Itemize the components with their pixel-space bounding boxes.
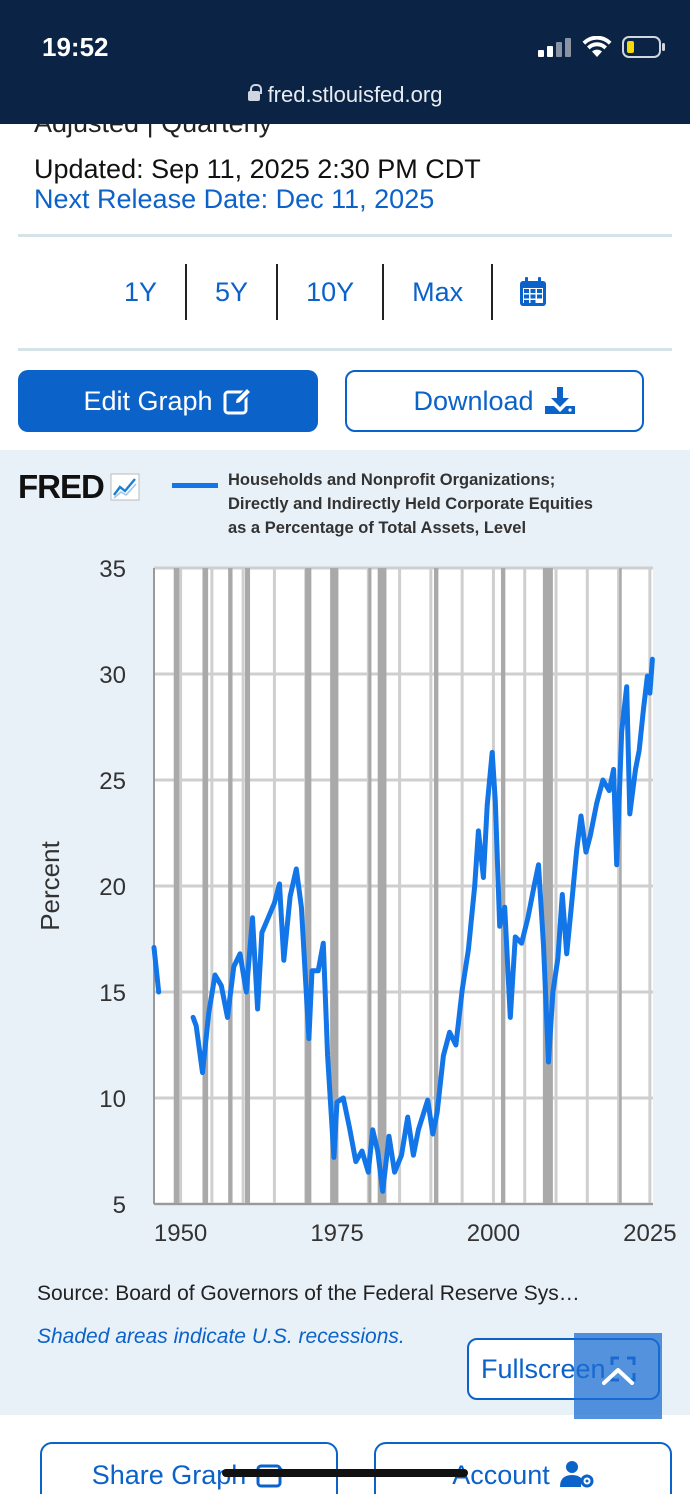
y-tick-label: 30 <box>99 662 126 689</box>
recession-band <box>202 568 209 1204</box>
next-release-date[interactable]: Next Release Date: Dec 11, 2025 <box>34 184 435 214</box>
status-icons <box>538 36 666 58</box>
range-1y-button[interactable]: 1Y <box>124 277 158 307</box>
x-tick-label: 1975 <box>310 1220 363 1247</box>
x-tick-label: 2025 <box>623 1220 676 1247</box>
range-separator <box>185 264 188 320</box>
edit-icon <box>223 387 252 415</box>
address-bar[interactable]: fred.stlouisfed.org <box>0 82 690 108</box>
source-text[interactable]: Source: Board of Governors of the Federa… <box>37 1282 580 1305</box>
range-separator <box>491 264 494 320</box>
x-tick-label: 2000 <box>467 1220 520 1247</box>
account-label: Account <box>452 1460 550 1490</box>
calendar-icon <box>520 277 547 306</box>
recession-band <box>330 568 339 1204</box>
account-button[interactable]: Account <box>374 1442 672 1494</box>
scroll-to-top-button[interactable] <box>574 1333 662 1419</box>
legend-line-1: Households and Nonprofit Organizations; <box>228 471 556 489</box>
y-tick-label: 20 <box>99 874 126 901</box>
recession-band <box>228 568 233 1204</box>
status-time: 19:52 <box>42 32 109 62</box>
date-range-selector: 1Y 5Y 10Y Max <box>96 264 573 320</box>
legend-swatch <box>172 483 218 488</box>
updated-date: Updated: Sep 11, 2025 2:30 PM CDT <box>34 154 481 184</box>
custom-range-button[interactable] <box>493 264 573 320</box>
series-line <box>190 656 655 1194</box>
battery-icon <box>622 36 665 58</box>
download-label: Download <box>413 385 534 416</box>
y-tick-label: 35 <box>99 556 126 583</box>
home-indicator <box>222 1469 468 1477</box>
line-chart[interactable]: 35 30 25 20 15 10 5 1950 1975 2000 2025 Percent <box>0 540 690 1260</box>
lock-icon <box>247 84 262 101</box>
edit-graph-label: Edit Graph <box>83 385 213 416</box>
recession-band <box>245 568 251 1204</box>
recession-band <box>619 568 622 1204</box>
series-frequency-partial: Adjusted | Quarterly <box>34 124 272 139</box>
y-axis-title: Percent <box>35 840 65 930</box>
series-line <box>151 945 162 995</box>
url-text: fred.stlouisfed.org <box>267 82 443 107</box>
recession-band <box>434 568 439 1204</box>
recession-band <box>305 568 312 1204</box>
legend-line-3: as a Percentage of Total Assets, Level <box>228 519 527 537</box>
y-tick-label: 10 <box>99 1086 126 1113</box>
fred-logo[interactable]: FRED <box>18 468 140 506</box>
range-separator <box>382 264 385 320</box>
y-tick-label: 15 <box>99 980 126 1007</box>
download-button[interactable]: Download <box>345 370 644 432</box>
share-graph-label: Share Graph <box>91 1460 247 1490</box>
legend-label: Households and Nonprofit Organizations; … <box>228 468 593 540</box>
x-tick-label: 1950 <box>154 1220 207 1247</box>
chevron-up-icon <box>602 1368 634 1385</box>
recession-note: Shaded areas indicate U.S. recessions. <box>37 1325 405 1348</box>
wifi-icon <box>582 36 612 57</box>
recession-band <box>368 568 372 1204</box>
legend-line-2: Directly and Indirectly Held Corporate E… <box>228 495 593 513</box>
edit-graph-button[interactable]: Edit Graph <box>18 370 318 432</box>
status-bar: 19:52 fred.stlouisfed.org <box>0 0 690 124</box>
range-10y-button[interactable]: 10Y <box>306 277 355 307</box>
download-icon <box>544 387 575 414</box>
divider <box>18 348 672 351</box>
recession-band <box>542 568 553 1204</box>
range-5y-button[interactable]: 5Y <box>215 277 249 307</box>
recession-band <box>173 568 180 1204</box>
cellular-signal-icon <box>538 38 571 57</box>
recession-band <box>500 568 506 1204</box>
fred-logo-text: FRED <box>18 468 105 505</box>
range-separator <box>276 264 279 320</box>
user-settings-icon <box>559 1461 594 1488</box>
y-tick-label: 25 <box>99 768 126 795</box>
y-tick-label: 5 <box>113 1192 126 1219</box>
range-max-button[interactable]: Max <box>412 277 464 307</box>
divider <box>18 234 672 237</box>
recession-band <box>377 568 387 1204</box>
fred-chart-icon <box>110 473 140 501</box>
share-graph-button[interactable]: Share Graph <box>40 1442 338 1494</box>
